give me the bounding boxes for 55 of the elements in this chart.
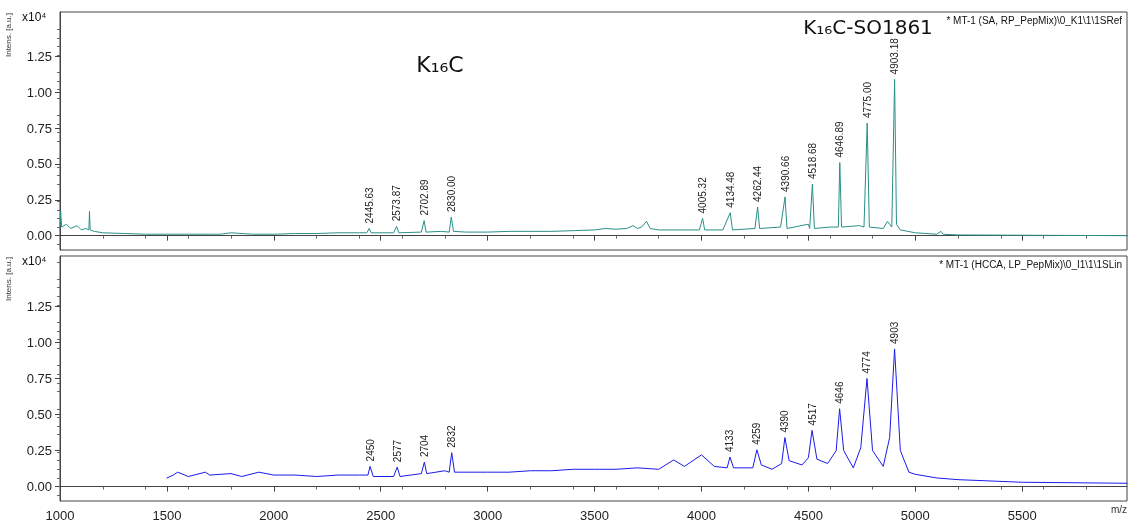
- annotation: 4390: [779, 409, 791, 433]
- x-tick-label: 4500: [793, 508, 823, 523]
- annotation: * MT-1 (HCCA, LP_PepMix)\0_I1\1\1SLin: [939, 258, 1122, 270]
- x-tick-label: 1000: [45, 508, 75, 523]
- annotation: 4903: [889, 321, 901, 344]
- annotation: 4133: [724, 429, 736, 453]
- text: x10⁴: [22, 254, 47, 268]
- x-tick-label: 2500: [366, 508, 396, 523]
- annotation: 2704: [418, 434, 430, 458]
- y-tick-label: 0.50: [26, 407, 52, 423]
- annotation: 2577: [391, 439, 403, 463]
- y-tick-label: 0.25: [26, 192, 52, 208]
- annotation: 2702.89: [418, 179, 430, 216]
- annotation: 4259: [751, 422, 763, 445]
- x-tick-label: 2000: [259, 508, 289, 523]
- line-series: [166, 348, 1128, 484]
- text: x10⁴: [22, 10, 47, 24]
- annotation: * MT-1 (SA, RP_PepMix)\0_K1\1\1SRef: [946, 14, 1123, 26]
- annotation: K₁₆C: [416, 51, 464, 77]
- y-tick-label: 1.25: [26, 298, 52, 314]
- annotation: 4774: [861, 350, 873, 374]
- y-tick-label: 1.25: [26, 48, 52, 64]
- y-tick-label: 0.75: [26, 371, 52, 386]
- x-tick-label: 5000: [900, 508, 930, 523]
- annotation: 4005.32: [697, 176, 709, 214]
- x-tick-label: 5500: [1007, 508, 1037, 523]
- annotation: 2445.63: [363, 186, 375, 224]
- annotation: 2832: [446, 425, 458, 448]
- y-tick-label: 0.50: [26, 156, 52, 172]
- y-tick-label: 1.00: [26, 334, 52, 350]
- annotation: 4646: [834, 381, 846, 404]
- annotation: 4390.66: [779, 155, 791, 192]
- x-tick-label: 4000: [687, 508, 716, 523]
- x-tick-label: 3500: [580, 508, 610, 523]
- y-tick-label: 0.75: [26, 120, 52, 136]
- annotation: K₁₆C-SO1861: [803, 15, 933, 39]
- annotation: 4903.18: [889, 37, 901, 75]
- y-tick-label: 0.00: [26, 228, 52, 244]
- x-tick-label: 3000: [473, 508, 503, 523]
- annotation: 4134.48: [724, 171, 736, 208]
- annotation: 4518.68: [806, 142, 818, 180]
- y-axis-title: Intens. [a.u.]: [3, 13, 13, 58]
- annotation: 4646.89: [834, 120, 846, 158]
- annotation: 4517: [806, 402, 818, 426]
- y-tick-label: 0.00: [26, 479, 52, 495]
- x-axis-title: m/z: [1110, 504, 1127, 516]
- annotation: 2450: [364, 438, 376, 462]
- y-tick-label: 0.25: [26, 443, 52, 459]
- y-tick-label: 1.00: [26, 84, 52, 100]
- x-tick-label: 1500: [152, 508, 182, 523]
- annotation: 4775.00: [861, 81, 873, 119]
- y-axis-title: Intens. [a.u.]: [3, 257, 13, 302]
- annotation: 2830.00: [445, 175, 457, 213]
- annotation: 4262.44: [752, 165, 764, 202]
- annotation: 2573.87: [391, 184, 403, 222]
